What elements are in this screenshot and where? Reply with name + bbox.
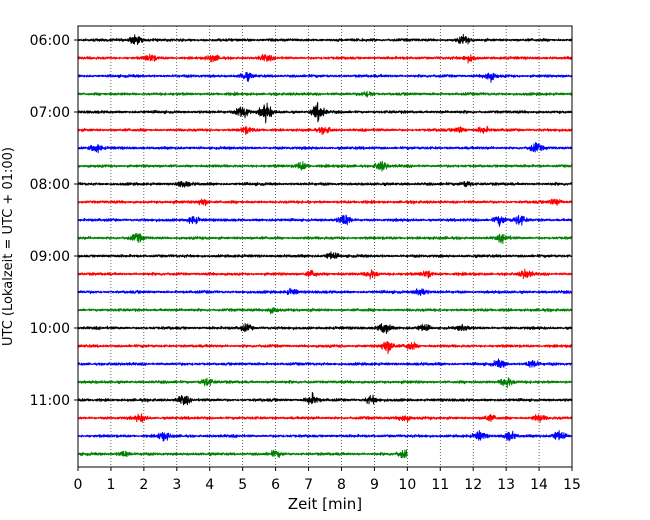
trace-0900 [77,251,573,260]
trace-1000 [77,322,573,335]
trace-0730 [77,142,573,154]
x-tick-label: 12 [464,477,482,493]
x-tick-label: 15 [563,477,581,493]
y-tick-label: 08:00 [30,177,70,193]
trace-0845 [77,232,573,244]
trace-0930 [77,287,573,296]
x-tick-label: 6 [271,477,280,493]
trace-1015 [77,340,573,355]
x-tick-label: 5 [238,477,247,493]
trace-1030 [77,358,573,369]
trace-0815 [77,198,573,207]
y-tick-label: 09:00 [30,249,70,265]
trace-0700 [77,101,573,124]
y-tick-label: 06:00 [30,33,70,49]
y-tick-label: 07:00 [30,105,70,121]
trace-1115 [77,413,573,423]
trace-0945 [77,307,573,315]
x-tick-label: 0 [74,477,83,493]
trace-0600 [77,33,573,45]
trace-0715 [77,125,573,136]
trace-1145 [77,449,408,459]
trace-0745 [77,160,573,172]
trace-1045 [77,377,573,389]
x-tick-label: 10 [398,477,416,493]
y-tick-label: 10:00 [30,321,70,337]
plot-frame [77,25,573,468]
trace-0830 [77,214,573,227]
y-axis-label: UTC (Lokalzeit = UTC + 01:00) [1,147,16,346]
x-tick-label: 2 [139,477,148,493]
x-tick-label: 7 [304,477,313,493]
x-tick-label: 9 [370,477,379,493]
x-axis-label: Zeit [min] [288,495,362,513]
trace-0645 [77,90,573,98]
trace-0915 [77,268,573,280]
trace-1100 [77,391,573,406]
trace-group [77,33,573,459]
x-tick-label: 3 [172,477,181,493]
x-tick-label: 4 [205,477,214,493]
x-tick-label: 1 [106,477,115,493]
x-tick-label: 13 [497,477,515,493]
trace-0615 [77,53,573,64]
y-tick-label: 11:00 [30,393,70,409]
x-tick-label: 14 [530,477,548,493]
trace-1130 [77,429,573,442]
x-tick-label: 8 [337,477,346,493]
trace-0800 [77,180,573,188]
y-axis-ticks: 06:00 07:00 08:00 09:00 10:00 11:00 [30,33,78,409]
trace-0630 [77,71,573,83]
x-axis-ticks: 0 1 2 3 4 5 6 7 8 9 10 11 12 13 14 15 [74,467,581,493]
x-tick-label: 11 [431,477,449,493]
